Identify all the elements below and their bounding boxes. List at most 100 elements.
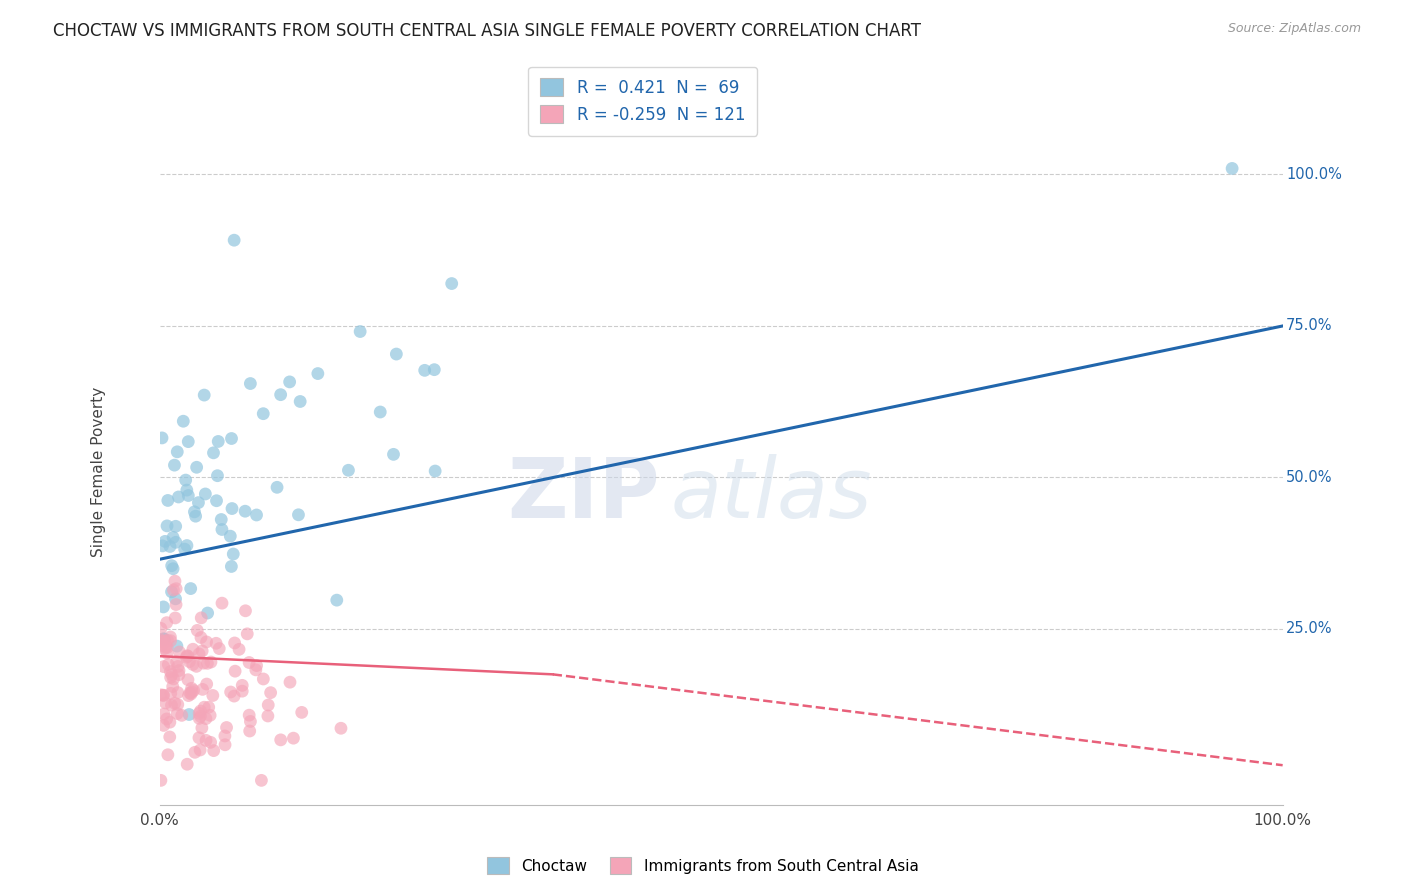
- Point: [287, 508, 309, 522]
- Point: [382, 447, 405, 461]
- Point: [180, 685, 202, 699]
- Point: [159, 665, 181, 679]
- Point: [211, 596, 233, 610]
- Point: [201, 689, 224, 703]
- Point: [165, 519, 187, 533]
- Point: [165, 535, 187, 549]
- Point: [207, 468, 229, 483]
- Point: [239, 376, 262, 391]
- Point: [197, 606, 219, 620]
- Point: [152, 688, 174, 702]
- Point: [176, 650, 198, 665]
- Point: [188, 731, 211, 745]
- Point: [219, 685, 242, 699]
- Point: [156, 747, 179, 762]
- Point: [177, 649, 200, 664]
- Point: [191, 721, 214, 735]
- Point: [167, 667, 190, 681]
- Point: [183, 683, 205, 698]
- Point: [170, 708, 193, 723]
- Point: [167, 490, 190, 504]
- Point: [202, 744, 225, 758]
- Point: [184, 509, 207, 524]
- Point: [162, 562, 184, 576]
- Point: [153, 706, 176, 721]
- Point: [155, 696, 177, 710]
- Point: [193, 700, 215, 714]
- Point: [200, 735, 222, 749]
- Point: [186, 624, 208, 638]
- Text: Single Female Poverty: Single Female Poverty: [90, 386, 105, 557]
- Point: [179, 686, 201, 700]
- Point: [239, 714, 262, 729]
- Point: [177, 434, 200, 449]
- Point: [152, 539, 174, 553]
- Point: [165, 591, 187, 606]
- Point: [156, 519, 179, 533]
- Point: [278, 675, 301, 690]
- Point: [239, 724, 262, 739]
- Text: ZIP: ZIP: [508, 454, 659, 535]
- Point: [194, 712, 217, 726]
- Point: [156, 640, 179, 655]
- Point: [162, 530, 184, 544]
- Point: [252, 672, 274, 686]
- Text: 75.0%: 75.0%: [1286, 318, 1333, 334]
- Point: [214, 738, 236, 752]
- Point: [160, 558, 183, 573]
- Point: [160, 667, 183, 681]
- Point: [266, 480, 288, 494]
- Point: [259, 686, 281, 700]
- Point: [368, 405, 391, 419]
- Point: [326, 593, 349, 607]
- Point: [165, 598, 187, 612]
- Point: [233, 504, 256, 518]
- Point: [250, 773, 273, 788]
- Text: 25.0%: 25.0%: [1286, 622, 1333, 636]
- Point: [423, 362, 446, 376]
- Point: [257, 698, 280, 712]
- Point: [166, 639, 188, 653]
- Point: [152, 718, 174, 732]
- Point: [190, 631, 212, 645]
- Point: [167, 659, 190, 673]
- Point: [337, 463, 360, 477]
- Point: [188, 743, 211, 757]
- Point: [156, 646, 179, 660]
- Legend: Choctaw, Immigrants from South Central Asia: Choctaw, Immigrants from South Central A…: [481, 851, 925, 880]
- Point: [208, 641, 231, 656]
- Point: [152, 632, 174, 646]
- Point: [180, 582, 202, 596]
- Point: [193, 388, 215, 402]
- Point: [221, 559, 243, 574]
- Text: CHOCTAW VS IMMIGRANTS FROM SOUTH CENTRAL ASIA SINGLE FEMALE POVERTY CORRELATION : CHOCTAW VS IMMIGRANTS FROM SOUTH CENTRAL…: [53, 22, 921, 40]
- Point: [163, 696, 186, 710]
- Point: [238, 656, 260, 670]
- Point: [176, 648, 198, 663]
- Point: [159, 630, 181, 644]
- Point: [160, 698, 183, 713]
- Point: [190, 611, 212, 625]
- Point: [186, 659, 208, 673]
- Point: [224, 233, 246, 247]
- Point: [205, 493, 228, 508]
- Point: [177, 689, 200, 703]
- Point: [191, 682, 214, 697]
- Point: [172, 414, 194, 428]
- Point: [202, 446, 225, 460]
- Point: [159, 540, 181, 554]
- Point: [153, 641, 176, 656]
- Point: [179, 655, 201, 669]
- Point: [163, 574, 186, 589]
- Point: [197, 700, 219, 714]
- Point: [198, 708, 221, 723]
- Text: 50.0%: 50.0%: [1286, 470, 1333, 485]
- Point: [1220, 161, 1243, 176]
- Point: [156, 493, 179, 508]
- Point: [191, 644, 214, 658]
- Point: [307, 367, 329, 381]
- Point: [349, 325, 371, 339]
- Point: [149, 688, 172, 702]
- Point: [165, 611, 187, 625]
- Point: [160, 584, 183, 599]
